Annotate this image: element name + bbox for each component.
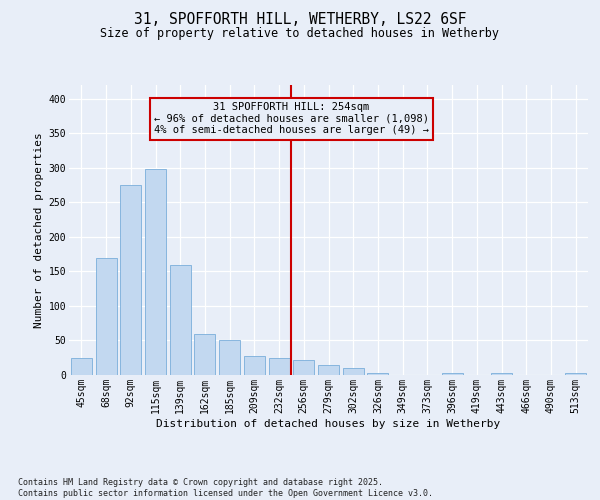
Bar bbox=[244, 356, 265, 375]
X-axis label: Distribution of detached houses by size in Wetherby: Distribution of detached houses by size … bbox=[157, 418, 500, 428]
Bar bbox=[343, 368, 364, 375]
Bar bbox=[293, 360, 314, 375]
Bar bbox=[491, 373, 512, 375]
Text: Contains HM Land Registry data © Crown copyright and database right 2025.
Contai: Contains HM Land Registry data © Crown c… bbox=[18, 478, 433, 498]
Bar bbox=[120, 185, 141, 375]
Bar bbox=[442, 373, 463, 375]
Bar bbox=[565, 373, 586, 375]
Text: 31 SPOFFORTH HILL: 254sqm
← 96% of detached houses are smaller (1,098)
4% of sem: 31 SPOFFORTH HILL: 254sqm ← 96% of detac… bbox=[154, 102, 429, 136]
Bar bbox=[71, 358, 92, 375]
Bar bbox=[145, 169, 166, 375]
Bar bbox=[367, 373, 388, 375]
Bar bbox=[170, 264, 191, 375]
Bar bbox=[194, 334, 215, 375]
Text: Size of property relative to detached houses in Wetherby: Size of property relative to detached ho… bbox=[101, 28, 499, 40]
Y-axis label: Number of detached properties: Number of detached properties bbox=[34, 132, 44, 328]
Text: 31, SPOFFORTH HILL, WETHERBY, LS22 6SF: 31, SPOFFORTH HILL, WETHERBY, LS22 6SF bbox=[134, 12, 466, 28]
Bar bbox=[95, 258, 116, 375]
Bar bbox=[269, 358, 290, 375]
Bar bbox=[318, 364, 339, 375]
Bar bbox=[219, 340, 240, 375]
